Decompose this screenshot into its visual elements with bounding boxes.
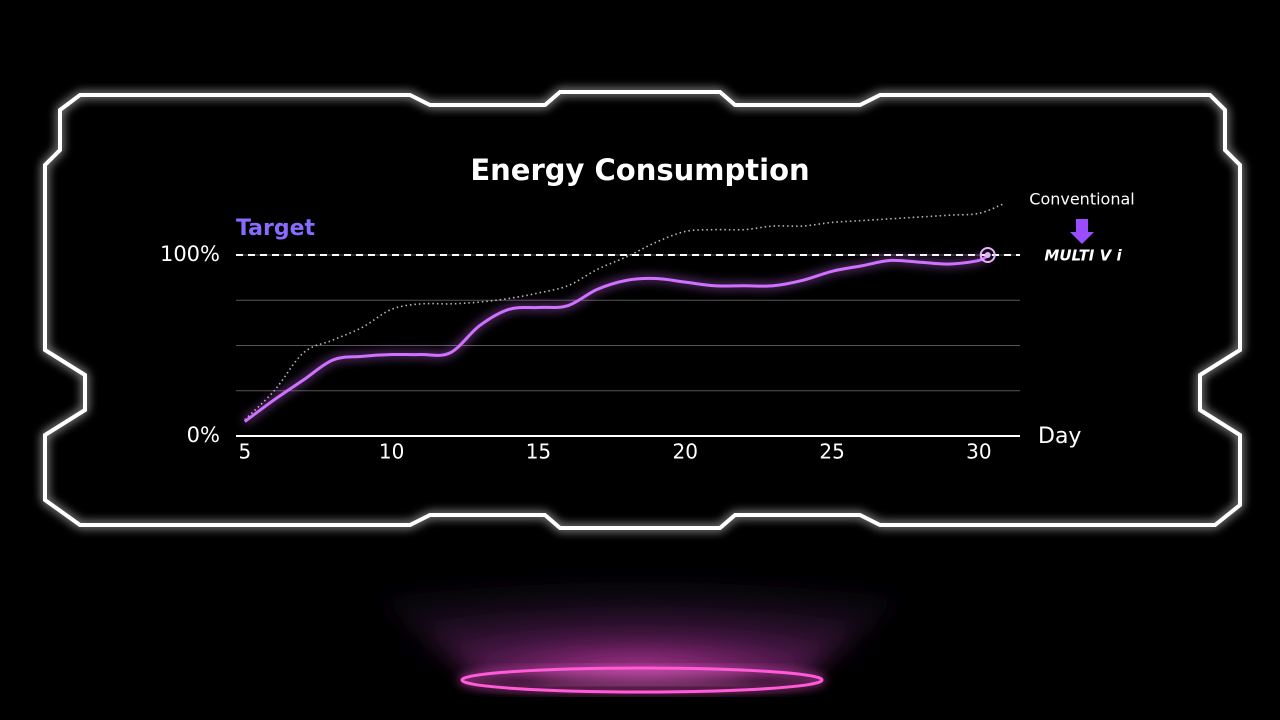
multi-v-label: MULTI V i <box>1044 247 1122 265</box>
projector-beam <box>300 540 980 680</box>
chart-title: Energy Consumption <box>470 153 809 187</box>
y-tick-label: 100% <box>160 242 220 266</box>
conventional-label: Conventional <box>1029 190 1134 209</box>
projector-ring <box>460 666 824 694</box>
projector-core <box>532 671 752 685</box>
x-tick-label: 15 <box>526 440 551 464</box>
x-tick-label: 5 <box>238 440 251 464</box>
x-axis-label: Day <box>1038 424 1081 449</box>
target-label: Target <box>236 216 316 241</box>
x-tick-label: 20 <box>673 440 698 464</box>
y-tick-label: 0% <box>187 423 220 447</box>
series-line <box>243 253 989 423</box>
end-dot <box>984 252 991 258</box>
x-tick-label: 10 <box>379 440 404 464</box>
hud-frame <box>43 90 1242 530</box>
series-line <box>244 203 1003 421</box>
arrow <box>1070 219 1094 244</box>
x-tick-label: 30 <box>966 440 991 464</box>
end-marker <box>979 247 996 263</box>
x-tick-label: 25 <box>819 440 844 464</box>
